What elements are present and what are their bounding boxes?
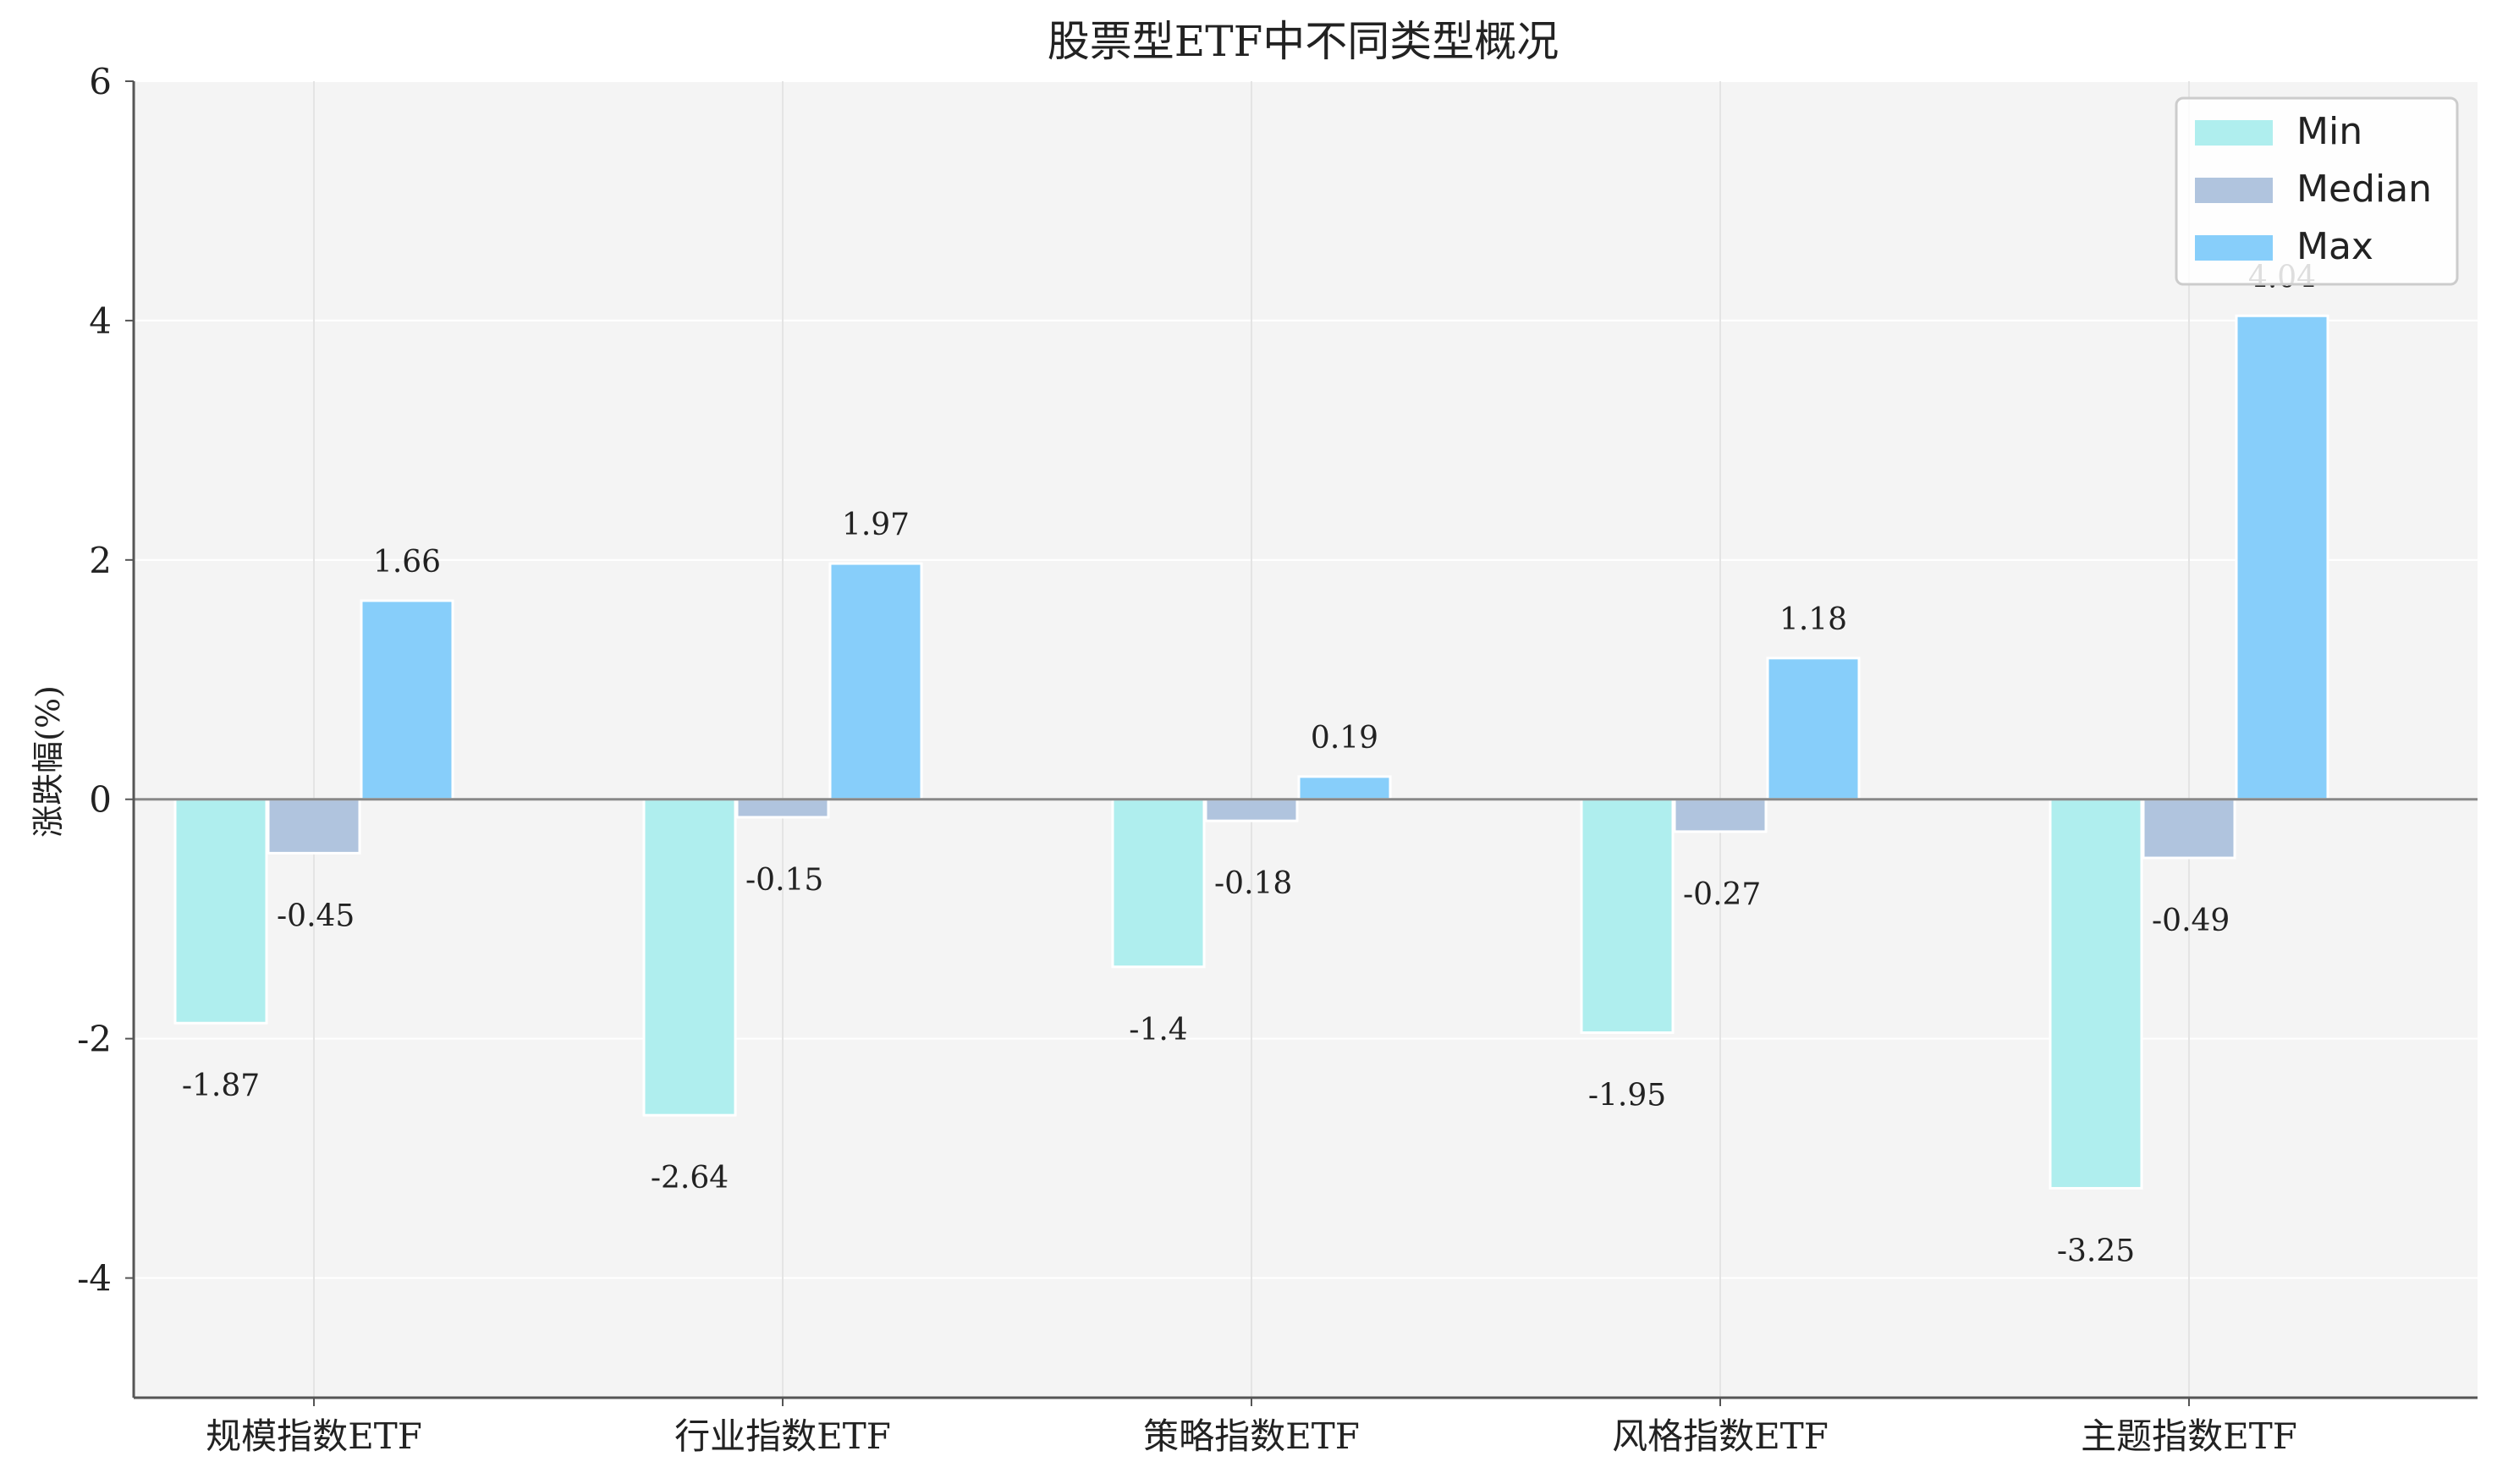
data-label-median: -0.18 (1214, 866, 1292, 901)
bar-max (1766, 657, 1861, 801)
data-label-min: -1.95 (1588, 1079, 1666, 1113)
data-label-median: -0.49 (2152, 904, 2230, 938)
legend-swatch-max (2195, 235, 2273, 261)
data-label-median: -0.15 (745, 863, 823, 898)
y-tick-label: 6 (89, 61, 112, 102)
x-tick-label: 风格指数ETF (1612, 1415, 1829, 1457)
bar-max (2235, 314, 2329, 801)
y-tick-label: 2 (89, 540, 112, 581)
data-label-min: -3.25 (2057, 1234, 2135, 1268)
legend-swatch-median (2195, 178, 2273, 203)
x-tick-label: 策略指数ETF (1143, 1415, 1360, 1457)
x-tick-label: 主题指数ETF (2081, 1415, 2297, 1457)
x-tick-label: 行业指数ETF (674, 1415, 891, 1457)
legend: Min Median Max (2175, 96, 2459, 286)
data-label-max: 1.66 (373, 545, 441, 580)
data-label-min: -1.87 (182, 1069, 260, 1103)
bar-max (360, 599, 454, 801)
bar-median (2142, 798, 2236, 860)
data-label-max: 1.18 (1779, 602, 1847, 637)
bar-max (1297, 775, 1392, 801)
bar-min (2049, 798, 2143, 1190)
legend-label-median: Median (2296, 168, 2432, 211)
bar-max (828, 562, 923, 801)
bar-median (735, 798, 830, 819)
data-label-median: -0.27 (1683, 877, 1761, 912)
bar-median (1673, 798, 1768, 833)
bar-median (1204, 798, 1299, 822)
data-label-min: -1.4 (1129, 1013, 1187, 1047)
y-tick-label: -4 (77, 1258, 112, 1300)
bar-min (1580, 798, 1675, 1035)
bar-min (1111, 798, 1206, 969)
data-label-median: -0.45 (277, 899, 355, 933)
legend-label-min: Min (2296, 110, 2362, 153)
y-tick-label: 4 (89, 300, 112, 342)
plot-area (134, 81, 2478, 1398)
data-label-max: 0.19 (1311, 721, 1378, 756)
data-label-min: -2.64 (651, 1161, 729, 1195)
bar-median (267, 798, 361, 855)
x-tick-label: 规模指数ETF (206, 1415, 422, 1457)
legend-label-max: Max (2296, 225, 2373, 268)
y-tick-label: 0 (89, 779, 112, 821)
data-label-max: 1.97 (842, 508, 910, 542)
y-axis-label: 涨跌幅(%) (30, 685, 67, 838)
legend-swatch-min (2195, 120, 2273, 146)
bar-min (173, 798, 268, 1025)
y-tick-label: -2 (77, 1019, 112, 1060)
chart-title: 股票型ETF中不同类型概况 (1048, 17, 1559, 66)
bar-min (642, 798, 737, 1117)
